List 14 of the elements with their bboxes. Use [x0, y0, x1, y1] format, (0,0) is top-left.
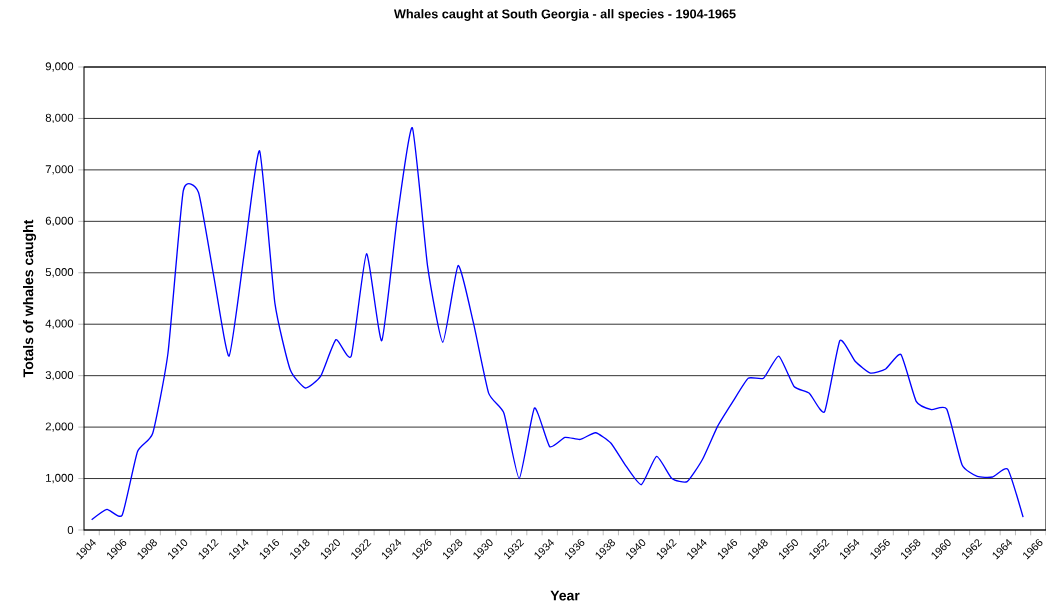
y-tick-label: 5,000 — [45, 268, 74, 278]
x-axis-title: Year — [550, 590, 580, 601]
y-tick-label: 6,000 — [45, 216, 74, 227]
chart-title: Whales caught at South Georgia - all species - 1904-1965 — [393, 9, 736, 21]
y-tick-label: 2,000 — [45, 422, 74, 432]
line-series — [90, 127, 1024, 521]
y-tick-label: 9,000 — [45, 62, 74, 72]
y-tick-label: 0 — [67, 525, 74, 534]
y-tick-label: 7,000 — [45, 165, 74, 175]
y-tick-label: 1,000 — [46, 473, 74, 484]
y-axis-title: Totals of whales caught — [22, 219, 37, 378]
y-tick-label: 4,000 — [45, 319, 74, 329]
y-tick-label: 8,000 — [45, 113, 74, 124]
y-tick-label: 3,000 — [45, 370, 74, 381]
